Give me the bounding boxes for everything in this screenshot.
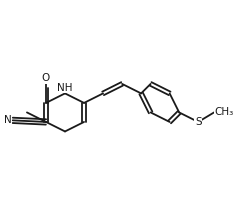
Text: NH: NH [57, 83, 73, 93]
Text: S: S [195, 117, 201, 127]
Text: O: O [42, 73, 50, 83]
Text: N: N [4, 115, 12, 125]
Text: CH₃: CH₃ [215, 107, 234, 117]
